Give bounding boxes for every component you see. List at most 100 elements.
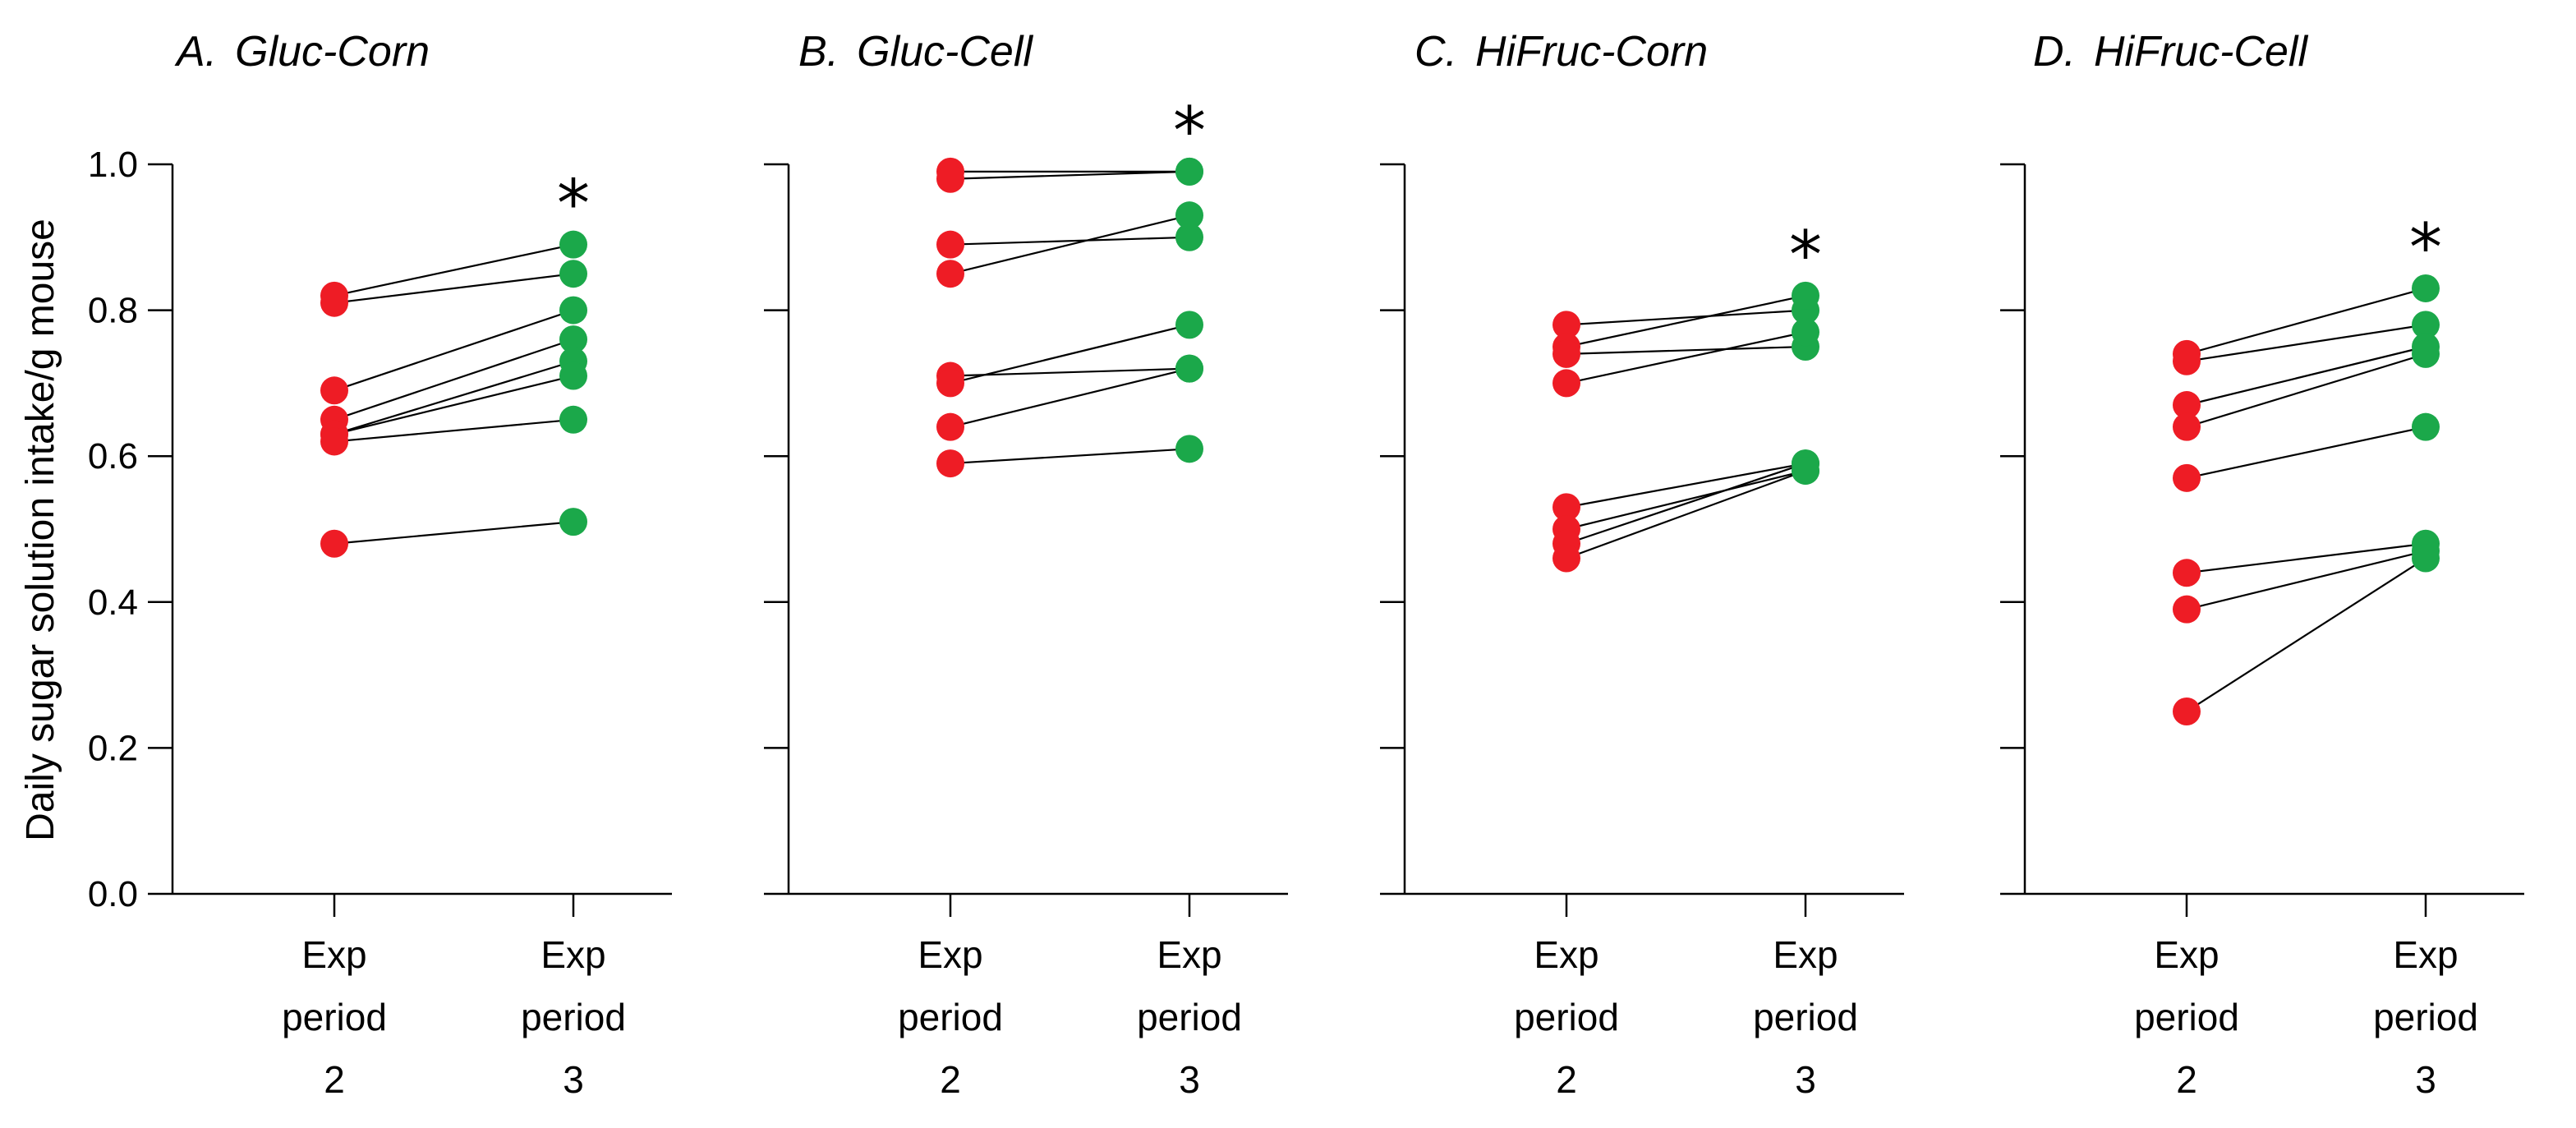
y-axis-label: Daily sugar solution intake/g mouse [19,219,62,841]
panel-title-name: Gluc-Corn [235,28,430,76]
chart-panel-a: A. Gluc-Corn 0.0 0.2 0.4 0.6 0.8 1.0 Exp period 2 E… [88,28,672,1101]
point-period-2 [320,427,348,456]
point-period-2 [936,449,964,478]
pair-line [950,448,1190,465]
panel-title-name: Gluc-Cell [857,28,1033,76]
point-period-3 [1792,281,1819,310]
pair-line [950,170,1190,180]
panel-title: A. Gluc-Corn [174,28,430,76]
point-period-2 [936,164,964,193]
point-period-2 [1552,339,1580,368]
pair-line [950,236,1190,246]
pair-line [1566,469,1806,531]
y-tick-label: 0.8 [88,291,138,331]
pair-line [2186,324,2426,362]
x-category-label: period [1137,996,1242,1038]
point-period-2 [936,412,964,441]
pair-line [950,214,1190,275]
point-period-2 [2173,698,2201,725]
panel-title-name: HiFruc-Corn [1475,28,1708,76]
chart-panel-c: C. HiFruc-Corn Exp period 2 Exp period 3 * [1380,28,1904,1101]
x-category-label: 3 [563,1058,584,1101]
y-tick-label: 0.2 [88,728,138,768]
pair-line [1566,294,1806,348]
point-period-2 [320,529,348,558]
x-category-label: 2 [2176,1058,2197,1101]
pair-line [1566,463,1806,545]
point-period-2 [936,230,964,259]
x-category-label: 2 [324,1058,345,1101]
point-period-3 [559,260,587,288]
pair-line [334,243,574,297]
pair-line [950,367,1190,377]
point-period-3 [1175,201,1203,230]
pair-line [334,360,574,435]
x-category-label: Exp [918,933,982,976]
x-category-label: Exp [1534,933,1598,976]
pair-line [334,418,574,443]
point-period-2 [936,260,964,288]
panel-title-name: HiFruc-Cell [2094,28,2308,76]
x-category-label: Exp [1157,933,1221,976]
point-period-3 [1175,354,1203,383]
x-category-label: period [2134,996,2239,1038]
pair-line [334,273,574,304]
point-period-3 [2412,339,2440,368]
point-period-3 [559,325,587,354]
y-tick-label: 0.4 [88,582,138,623]
x-category-label: Exp [2393,933,2458,976]
point-period-3 [559,508,587,536]
panels: A. Gluc-Corn 0.0 0.2 0.4 0.6 0.8 1.0 Exp period 2 E… [88,28,2524,1101]
x-category-label: period [282,996,387,1038]
point-period-3 [1175,223,1203,251]
x-category-label: 3 [1795,1058,1816,1101]
x-category-label: period [1514,996,1619,1038]
x-category-label: Exp [1773,933,1838,976]
x-category-label: 2 [940,1058,961,1101]
pair-line [1566,469,1806,559]
point-period-3 [2412,311,2440,339]
significance-star: * [1789,217,1822,293]
point-period-3 [1175,435,1203,463]
pair-line [2186,557,2426,712]
pair-line [334,309,574,392]
x-category-label: Exp [540,933,605,976]
point-period-3 [559,296,587,325]
panel-title-letter: D. [2033,28,2076,76]
point-period-3 [1792,318,1819,347]
pair-line [2186,345,2426,407]
point-period-3 [2412,274,2440,302]
x-category-label: Exp [2154,933,2219,976]
point-period-2 [2173,463,2201,492]
panel-title-letter: C. [1414,28,1457,76]
point-period-2 [2173,347,2201,375]
panel-title: C. HiFruc-Corn [1414,28,1708,76]
pair-line [950,367,1190,428]
point-period-2 [936,369,964,398]
chart-panel-d: D. HiFruc-Cell Exp period 2 Exp period 3 * [2000,28,2524,1101]
x-category-label: period [2373,996,2478,1038]
pair-line [334,338,574,421]
pair-line [2186,352,2426,428]
point-period-3 [559,405,587,434]
x-category-label: period [1753,996,1858,1038]
pair-line [1566,331,1806,384]
point-period-2 [2173,559,2201,587]
y-tick-label: 0.6 [88,436,138,477]
significance-star: * [557,166,590,242]
pair-line [334,375,574,435]
pair-line [1566,345,1806,355]
x-category-label: Exp [301,933,366,976]
pair-line [2186,542,2426,574]
point-period-3 [1175,157,1203,186]
point-period-3 [2412,412,2440,441]
point-period-2 [2173,595,2201,624]
panel-title: D. HiFruc-Cell [2033,28,2308,76]
point-period-2 [320,376,348,405]
pair-line [2186,426,2426,479]
point-period-2 [1552,493,1580,522]
point-period-2 [1552,544,1580,573]
pair-line [2186,287,2426,355]
point-period-3 [1175,311,1203,339]
